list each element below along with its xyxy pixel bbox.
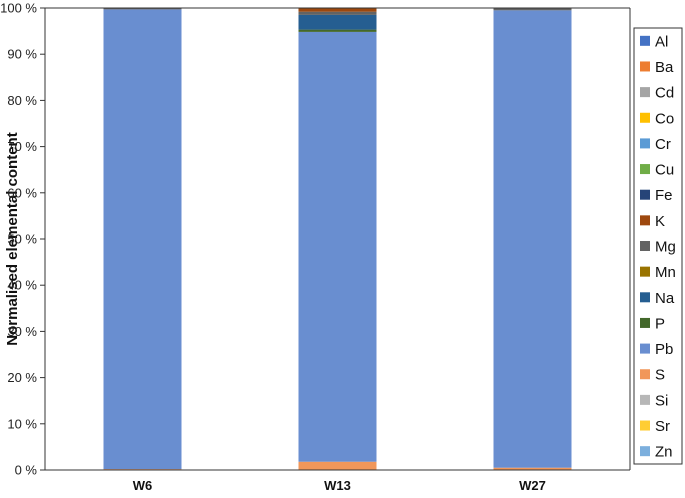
bar-segment-w13-p [298, 29, 377, 32]
bar-segment-w13-mg [298, 11, 377, 15]
legend-label-co: Co [655, 110, 674, 127]
y-tick-label: 30 % [7, 324, 37, 339]
y-axis-ticks: 0 % 10 % 20 % 30 % 40 % 50 % 60 % 70 % 80 % 90 % 1… [0, 1, 45, 478]
legend-swatch-mg [640, 241, 650, 251]
legend-label-mn: Mn [655, 264, 676, 281]
legend-swatch-al [640, 35, 650, 46]
legend-swatch-fe [640, 189, 650, 200]
legend-swatch-si [640, 394, 650, 405]
legend-label-pb: Pb [655, 341, 673, 358]
bar-segment-w27-s [493, 467, 572, 470]
legend-label-ba: Ba [655, 59, 674, 76]
bar-segment-w27-pb [493, 10, 572, 468]
x-category-label: W27 [519, 478, 546, 493]
bar-segment-w13-k [298, 8, 377, 12]
legend-label-al: Al [655, 33, 668, 50]
y-tick-label: 40 % [7, 278, 37, 293]
legend-swatch-cr [640, 138, 650, 149]
legend-swatch-k [640, 215, 650, 226]
legend-label-mg: Mg [655, 239, 676, 256]
bar-segment-w27-mg [493, 8, 572, 11]
y-axis-label: Normalised elemental content [4, 132, 21, 345]
legend-label-cr: Cr [655, 136, 671, 153]
legend-swatch-cd [640, 87, 650, 98]
legend-label-zn: Zn [655, 444, 673, 461]
legend-label-cu: Cu [655, 162, 674, 179]
legend-label-si: Si [655, 392, 668, 409]
legend-swatch-na [640, 292, 650, 303]
bar-segment-w13-s [298, 461, 377, 470]
bar-segment-w6-mg [103, 8, 182, 10]
y-tick-label: 0 % [15, 463, 38, 478]
y-tick-label: 50 % [7, 232, 37, 247]
y-tick-label: 20 % [7, 370, 37, 385]
legend-swatch-co [640, 112, 650, 123]
bar-segment-w6-pb [103, 9, 182, 470]
x-category-label: W13 [324, 478, 351, 493]
legend-label-s: S [655, 367, 665, 384]
legend-swatch-cu [640, 164, 650, 175]
legend-label-na: Na [655, 290, 675, 307]
bars [103, 8, 572, 470]
legend-swatch-s [640, 369, 650, 380]
legend-swatch-pb [640, 343, 650, 354]
plot-frame [44, 7, 631, 471]
legend-label-fe: Fe [655, 187, 673, 204]
legend-swatch-p [640, 317, 650, 328]
legend-label-sr: Sr [655, 418, 670, 435]
legend-box [633, 27, 683, 465]
legend-swatch-ba [640, 61, 650, 72]
bar-segment-w13-na [298, 14, 377, 30]
y-tick-label: 90 % [7, 47, 37, 62]
legend-label-cd: Cd [655, 85, 674, 102]
legend-label-p: P [655, 315, 665, 332]
y-tick-label: 70 % [7, 139, 37, 154]
legend-swatch-zn [640, 446, 650, 457]
legend-swatch-sr [640, 420, 650, 431]
legend-swatch-mn [640, 266, 650, 277]
y-tick-label: 10 % [7, 416, 37, 431]
legend: Al Ba Cd Co Cr Cu Fe K Mg Mn Na P Pb S Si Sr Zn [633, 27, 683, 465]
bar-segment-w13-pb [298, 31, 377, 462]
legend-label-k: K [655, 213, 665, 230]
x-category-label: W6 [133, 478, 153, 493]
y-tick-label: 60 % [7, 185, 37, 200]
y-axis-title: Normalised elemental content [4, 132, 21, 345]
y-tick-label: 80 % [7, 93, 37, 108]
y-tick-label: 100 % [0, 1, 37, 16]
x-axis-categories: W6 W13 W27 [133, 478, 546, 493]
